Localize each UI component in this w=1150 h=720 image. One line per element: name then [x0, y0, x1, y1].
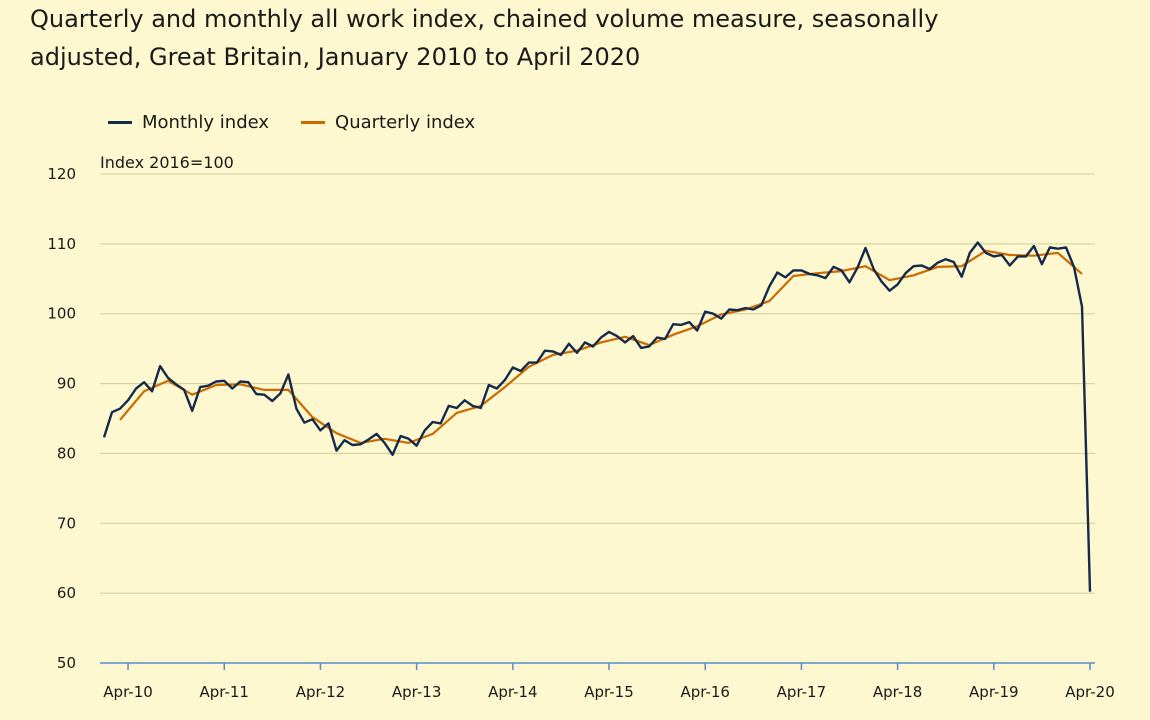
legend-swatch-quarterly [301, 120, 326, 124]
y-axis: 50 60 70 80 90 100 110 120 [47, 165, 76, 672]
x-tick-label-Apr-18: Apr-18 [873, 683, 923, 701]
chart-title-line-2: adjusted, Great Britain, January 2010 to… [30, 43, 641, 71]
y-axis-unit-label: Index 2016=100 [100, 153, 234, 172]
legend-swatch-monthly [108, 120, 132, 124]
x-tick-label-Apr-17: Apr-17 [777, 683, 827, 701]
legend: Monthly index Quarterly index [108, 109, 507, 135]
x-tick-label-Apr-12: Apr-12 [296, 683, 346, 701]
y-tick-label-90: 90 [57, 375, 76, 393]
y-tick-label-60: 60 [57, 584, 76, 602]
y-tick-label-50: 50 [57, 654, 76, 672]
y-tick-label-80: 80 [57, 444, 76, 462]
x-axis: Apr-10 Apr-11 Apr-12 Apr-13 Apr-14 Apr-15 Apr-… [100, 662, 1115, 701]
legend-label-quarterly: Quarterly index [335, 111, 476, 133]
y-tick-label-120: 120 [47, 165, 76, 183]
chart-title-line-1: Quarterly and monthly all work index, ch… [30, 5, 939, 33]
grid-lines [100, 173, 1095, 594]
x-tick-label-Apr-11: Apr-11 [199, 683, 249, 701]
legend-label-monthly: Monthly index [142, 111, 270, 133]
x-tick-label-Apr-19: Apr-19 [969, 683, 1019, 701]
legend-item-quarterly: Quarterly index [301, 112, 475, 133]
x-tick-label-Apr-13: Apr-13 [392, 683, 442, 701]
x-tick-label-Apr-10: Apr-10 [103, 683, 153, 701]
x-tick-label-Apr-20: Apr-20 [1065, 683, 1115, 701]
x-tick-label-Apr-14: Apr-14 [488, 683, 538, 701]
x-tick-label-Apr-16: Apr-16 [680, 683, 730, 701]
y-tick-label-110: 110 [47, 235, 76, 253]
series-layer [102, 241, 1092, 592]
series-line-quarterly-index [119, 249, 1083, 444]
x-tick-label-Apr-15: Apr-15 [584, 683, 634, 701]
y-tick-label-70: 70 [57, 514, 76, 532]
chart-title: Quarterly and monthly all work index, ch… [30, 0, 1030, 76]
legend-item-monthly: Monthly index [108, 112, 269, 133]
series-line-monthly-index [102, 241, 1092, 592]
y-tick-label-100: 100 [47, 305, 76, 323]
